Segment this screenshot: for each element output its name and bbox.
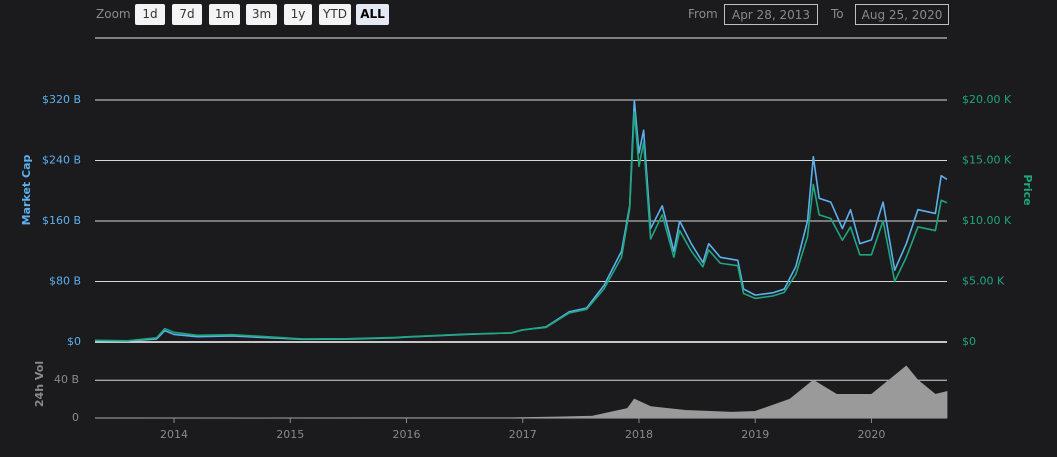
x-tick-label: 2015 <box>276 428 304 441</box>
x-tick-label: 2014 <box>160 428 188 441</box>
y2-tick-label: $10.00 K <box>962 214 1012 227</box>
y-axis-title: 24h Vol <box>33 361 46 407</box>
series-line <box>94 111 948 342</box>
zoom-button[interactable]: 1m <box>209 4 240 25</box>
to-input[interactable]: Aug 25, 2020 <box>855 4 949 25</box>
y-tick-label: $80 B <box>49 275 81 288</box>
x-tick-label: 2018 <box>625 428 653 441</box>
y2-tick-label: $0 <box>962 335 976 348</box>
y-tick-label: 0 <box>72 411 79 424</box>
zoom-button[interactable]: YTD <box>319 4 351 25</box>
x-tick-label: 2016 <box>393 428 421 441</box>
x-tick-label: 2019 <box>741 428 769 441</box>
from-input[interactable]: Apr 28, 2013 <box>724 4 818 25</box>
zoom-label: Zoom <box>96 7 131 21</box>
y2-tick-label: $5.00 K <box>962 274 1005 287</box>
y2-tick-label: $20.00 K <box>962 93 1012 106</box>
x-tick-label: 2020 <box>857 428 885 441</box>
x-tick-label: 2017 <box>509 428 537 441</box>
y-tick-label: 40 B <box>54 373 79 386</box>
y-axis-title: Market Cap <box>20 155 33 226</box>
from-label: From <box>688 7 718 21</box>
y2-tick-label: $15.00 K <box>962 153 1012 166</box>
zoom-button[interactable]: ALL <box>356 4 389 25</box>
zoom-button[interactable]: 3m <box>246 4 277 25</box>
to-label: To <box>831 7 844 21</box>
y-tick-label: $160 B <box>42 214 81 227</box>
y2-axis-title: Price <box>1021 174 1034 205</box>
zoom-button[interactable]: 1d <box>135 4 165 25</box>
zoom-button[interactable]: 7d <box>172 4 202 25</box>
zoom-button[interactable]: 1y <box>284 4 312 25</box>
volume-area <box>94 365 948 419</box>
y-tick-label: $240 B <box>42 154 81 167</box>
y-tick-label: $0 <box>67 335 81 348</box>
y-tick-label: $320 B <box>42 93 81 106</box>
